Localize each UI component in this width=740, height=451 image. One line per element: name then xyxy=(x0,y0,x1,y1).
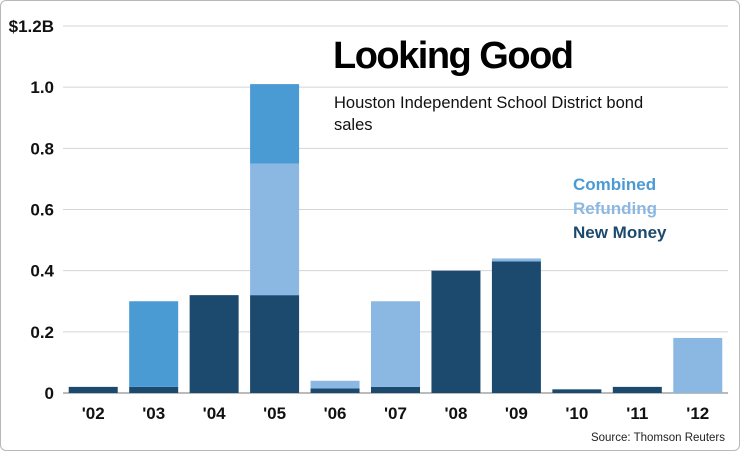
x-axis: '02 '03 '04 '05 '06 '07 '08 '09 '10 '11 '12 xyxy=(82,404,709,423)
x-tick-label: '11 xyxy=(626,404,648,423)
bar-refunding xyxy=(371,301,420,387)
y-tick-label: 1.0 xyxy=(30,78,54,97)
legend-item-combined: Combined xyxy=(573,175,657,194)
bar-new-money xyxy=(371,386,420,393)
bar-new-money xyxy=(310,388,360,393)
y-tick-label: 0 xyxy=(45,384,54,403)
bar-new-money xyxy=(250,295,300,393)
x-tick-label: '02 xyxy=(82,404,105,423)
x-tick-label: '08 xyxy=(444,404,467,423)
source-note: Source: Thomson Reuters xyxy=(590,432,725,444)
x-tick-label: '12 xyxy=(686,404,709,423)
chart-subtitle: Houston Independent School District bond… xyxy=(334,94,644,134)
legend-item-new-money: New Money xyxy=(573,223,667,242)
bar-new-money xyxy=(552,389,602,393)
chart-title: Looking Good xyxy=(333,35,574,77)
bar-refunding xyxy=(310,380,360,389)
bar-layer xyxy=(68,84,723,393)
y-axis: 0 0.2 0.4 0.6 0.8 1.0 $1.2B xyxy=(9,17,55,403)
bar-new-money xyxy=(491,261,541,393)
bar-refunding xyxy=(673,337,723,393)
x-tick-label: '04 xyxy=(203,404,226,423)
x-tick-label: '10 xyxy=(565,404,588,423)
x-tick-label: '07 xyxy=(384,404,407,423)
bar-new-money xyxy=(68,386,118,393)
x-tick-label: '09 xyxy=(505,404,528,423)
bar-new-money xyxy=(189,295,239,393)
bar-refunding xyxy=(491,258,541,262)
bar-new-money xyxy=(129,386,179,393)
bar-combined xyxy=(250,84,300,164)
bar-refunding xyxy=(250,163,300,296)
x-tick-label: '05 xyxy=(263,404,286,423)
y-tick-label: 0.8 xyxy=(30,139,54,158)
bar-new-money xyxy=(431,270,481,393)
bar-combined xyxy=(129,301,179,387)
y-tick-label: 0.4 xyxy=(30,262,54,281)
y-tick-label: 0.6 xyxy=(30,201,54,220)
y-tick-label: $1.2B xyxy=(9,17,54,36)
legend: Combined Refunding New Money xyxy=(573,173,667,245)
x-tick-label: '03 xyxy=(142,404,165,423)
x-tick-label: '06 xyxy=(324,404,347,423)
y-tick-label: 0.2 xyxy=(30,323,54,342)
bar-new-money xyxy=(612,386,662,393)
legend-item-refunding: Refunding xyxy=(573,199,658,218)
